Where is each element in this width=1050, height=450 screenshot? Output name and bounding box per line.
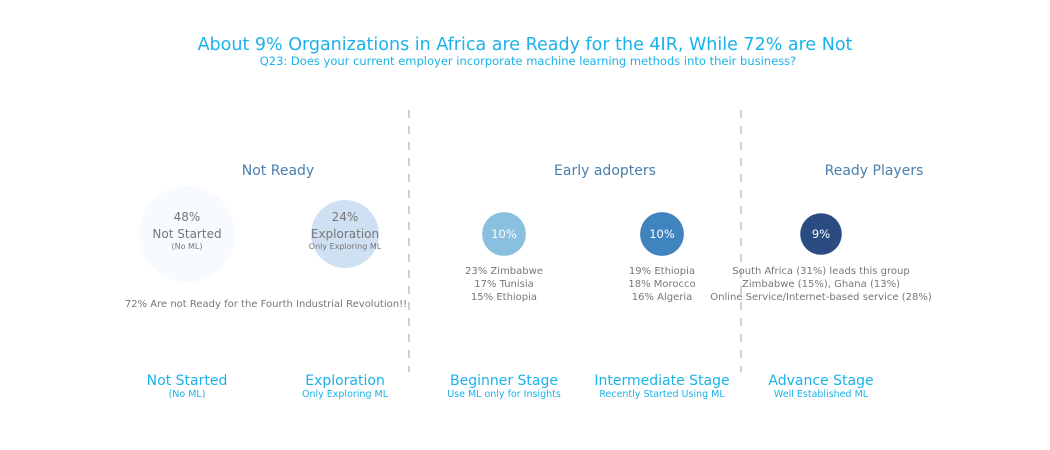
bubble xyxy=(640,212,684,256)
bubble xyxy=(800,213,842,255)
stage-note: 23% Zimbabwe xyxy=(465,266,543,277)
stage-sublabel: Use ML only for Insights xyxy=(447,389,561,400)
bubbles: 48% Not Started(No ML) 24% ExplorationOnly … xyxy=(139,186,842,282)
bubble-value: 24% xyxy=(332,210,359,224)
stage-notes: 23% Zimbabwe 17% Tunisia 15% Ethiopia 19% E… xyxy=(465,266,932,303)
bubble-value: 10% xyxy=(491,227,517,241)
bubble-label: Not Started xyxy=(152,227,221,241)
group-label: Ready Players xyxy=(825,163,924,179)
stage-label: Beginner Stage xyxy=(450,373,558,389)
bubble xyxy=(482,212,526,256)
bubble-value: 48% xyxy=(174,210,201,224)
stage-note: Online Service/Internet-based service (2… xyxy=(710,292,932,303)
bubble-value: 10% xyxy=(649,227,675,241)
stage-note: 17% Tunisia xyxy=(474,279,534,290)
bubble xyxy=(139,186,235,282)
stage-sublabel: Only Exploring ML xyxy=(302,389,389,400)
chart-title: About 9% Organizations in Africa are Rea… xyxy=(198,35,853,55)
group-dividers xyxy=(408,110,742,372)
stage-sublabel: (No ML) xyxy=(169,389,206,400)
stage-note: 15% Ethiopia xyxy=(471,292,537,303)
stage-note: 19% Ethiopia xyxy=(629,266,695,277)
stage-label: Not Started xyxy=(147,373,228,389)
bubble xyxy=(311,200,379,268)
stage-label: Intermediate Stage xyxy=(594,373,729,389)
stage-label: Exploration xyxy=(305,373,385,389)
group-labels: Not Ready Early adopters Ready Players 72% … xyxy=(125,163,924,310)
bubble-sublabel: (No ML) xyxy=(171,242,202,251)
stage-sublabel: Well Established ML xyxy=(774,389,869,400)
bubble-sublabel: Only Exploring ML xyxy=(309,242,382,251)
group-note: 72% Are not Ready for the Fourth Industr… xyxy=(125,299,407,310)
stage-label: Advance Stage xyxy=(768,373,873,389)
stage-note: 16% Algeria xyxy=(632,292,693,303)
bubble-label: Exploration xyxy=(311,227,379,241)
group-label: Not Ready xyxy=(242,163,314,179)
group-label: Early adopters xyxy=(554,163,656,179)
stage-note: South Africa (31%) leads this group xyxy=(732,266,909,277)
chart-subtitle: Q23: Does your current employer incorpor… xyxy=(260,54,797,68)
stage-note: Zimbabwe (15%), Ghana (13%) xyxy=(742,279,900,290)
bubble-value: 9% xyxy=(812,227,830,241)
stage-note: 18% Morocco xyxy=(628,279,695,290)
stage-sublabel: Recently Started Using ML xyxy=(599,389,725,400)
